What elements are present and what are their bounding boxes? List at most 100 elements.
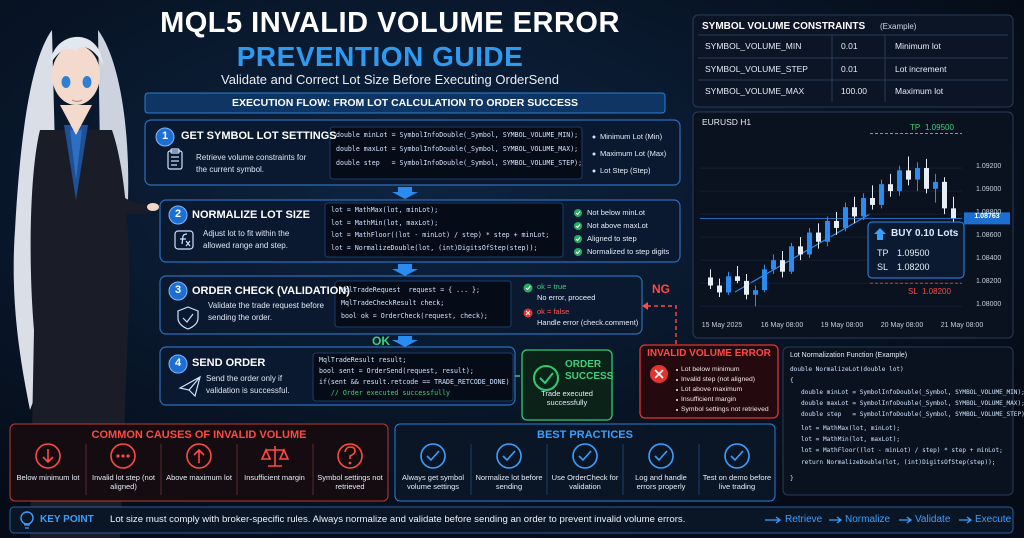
- error-item: Lot below minimum: [681, 366, 740, 373]
- code-line: lot = NormalizeDouble(lot, (int)DigitsOf…: [331, 243, 538, 252]
- code-box: [329, 126, 583, 180]
- best-panel: [420, 443, 750, 469]
- code-line: lot = MathMin(lot, maxLot);: [331, 218, 439, 227]
- candle-body: [753, 290, 758, 295]
- note-bullet: [592, 135, 596, 173]
- step-description: Retrieve volume constraints for the curr…: [196, 153, 307, 174]
- code-line: bool sent = OrderSend(request, result);: [319, 367, 474, 375]
- character: [147, 203, 159, 211]
- y-tick-label: 1.08200: [976, 278, 1002, 286]
- best-panel: [572, 443, 598, 469]
- table-cell: 0.01: [841, 41, 858, 51]
- candle-body: [843, 207, 848, 228]
- code-panel: [782, 346, 1014, 496]
- order-tp-value: 1.09500: [897, 248, 930, 258]
- code-line: lot = MathMax(lot, minLot);: [331, 206, 439, 214]
- table-cell: SYMBOL_VOLUME_MIN: [705, 41, 802, 51]
- step-icon: [182, 313, 194, 323]
- ng-arrow: [648, 305, 677, 344]
- candle-body: [762, 269, 767, 291]
- candle-body: [933, 181, 938, 189]
- key-point-bar: [20, 511, 34, 525]
- causes-title: COMMON CAUSES OF INVALID VOLUME: [91, 429, 307, 441]
- error-box: [639, 344, 779, 419]
- step-title: ORDER CHECK (VALIDATION): [192, 285, 350, 297]
- note-bullet: [592, 169, 596, 173]
- flow-bar: [144, 92, 666, 114]
- x-tick-label: 19 May 08:00: [820, 322, 864, 329]
- error-item: Lot above maximum: [681, 386, 743, 393]
- code-line: lot = MathFloor((lot - minLot) / step) *…: [331, 231, 550, 239]
- order-tp-label: TP: [877, 248, 889, 258]
- code-line: lot = MathMin(lot, maxLot);: [790, 436, 901, 443]
- code-box: [334, 280, 512, 328]
- character: [50, 36, 103, 65]
- character: [61, 76, 71, 88]
- flow-arrow: [392, 264, 418, 276]
- character: [70, 130, 82, 180]
- current-price-tag: [964, 212, 1010, 225]
- constraints-panel: [692, 14, 1014, 108]
- chart-title: EURUSD H1: [702, 117, 752, 127]
- ng-arrow-head: [642, 302, 648, 310]
- best-panel: [470, 444, 700, 495]
- candle-body: [897, 170, 902, 192]
- step-description: Adjust lot to fit within the allowed ran…: [203, 229, 290, 250]
- error-item: Invalid step (not aligned): [681, 376, 756, 383]
- candle-body: [726, 276, 731, 293]
- key-point-step: Normalize: [845, 514, 891, 525]
- code-line: double NormalizeLot(double lot): [790, 366, 904, 373]
- character: [60, 105, 92, 135]
- code-line: {: [790, 377, 794, 384]
- code-line: double step = SymbolInfoDouble(_Symbol, …: [790, 411, 1024, 418]
- number-badge: [168, 354, 188, 374]
- step-icon: [177, 306, 199, 330]
- code-line: MqlTradeResult result;: [319, 356, 407, 364]
- error-box: [676, 399, 678, 401]
- candle-body: [888, 184, 893, 192]
- causes-panel: [186, 443, 212, 469]
- check-icon: [574, 209, 582, 217]
- key-point-bar: [959, 516, 973, 524]
- key-point-bar: [765, 516, 782, 524]
- practice-label: Normalize lot before sending: [475, 473, 543, 492]
- result-label: ok = false: [537, 307, 570, 316]
- code-line: double maxLot = SymbolInfoDouble(_Symbol…: [336, 145, 579, 153]
- step-icon: [170, 148, 180, 154]
- error-box: [676, 369, 678, 371]
- character: [95, 170, 152, 215]
- key-point-bar: [765, 516, 973, 524]
- error-box: [676, 389, 678, 391]
- error-box: [639, 344, 779, 419]
- step-number: 1: [161, 130, 169, 142]
- best-panel: [420, 443, 446, 469]
- note-bullet: [592, 135, 596, 139]
- character: [71, 99, 83, 103]
- step-title: SEND ORDER: [192, 357, 266, 369]
- step-note: Minimum Lot (Min): [600, 132, 663, 141]
- step-note: Not below minLot: [587, 208, 645, 217]
- error-item: Symbol settings not retrieved: [681, 406, 769, 413]
- table-note: (Example): [880, 22, 917, 31]
- x-tick-label: 15 May 2025: [701, 322, 743, 329]
- title: MQL5 INVALID VOLUME ERROR: [160, 7, 620, 39]
- error-box: [676, 369, 678, 411]
- candle-body: [771, 260, 776, 270]
- key-point-bar: [899, 516, 913, 524]
- step-description: Validate the trade request before sendin…: [208, 301, 324, 322]
- success-box: [521, 349, 613, 421]
- practice-label: Log and handle errors properly: [635, 473, 687, 492]
- result-detail: No error, proceed: [537, 293, 596, 302]
- y-tick-label: 1.08400: [976, 255, 1002, 263]
- step-title: GET SYMBOL LOT SETTINGS: [181, 130, 337, 142]
- error-item: Insufficient margin: [681, 396, 737, 403]
- key-point-bar: [24, 524, 30, 529]
- success-box: [521, 349, 613, 421]
- code-line: }: [790, 475, 794, 482]
- ng-arrow: [648, 305, 677, 344]
- chart-plot: [700, 133, 1010, 307]
- causes-panel: [116, 454, 352, 465]
- constraints-panel: [692, 14, 1014, 108]
- candle-body: [906, 170, 911, 180]
